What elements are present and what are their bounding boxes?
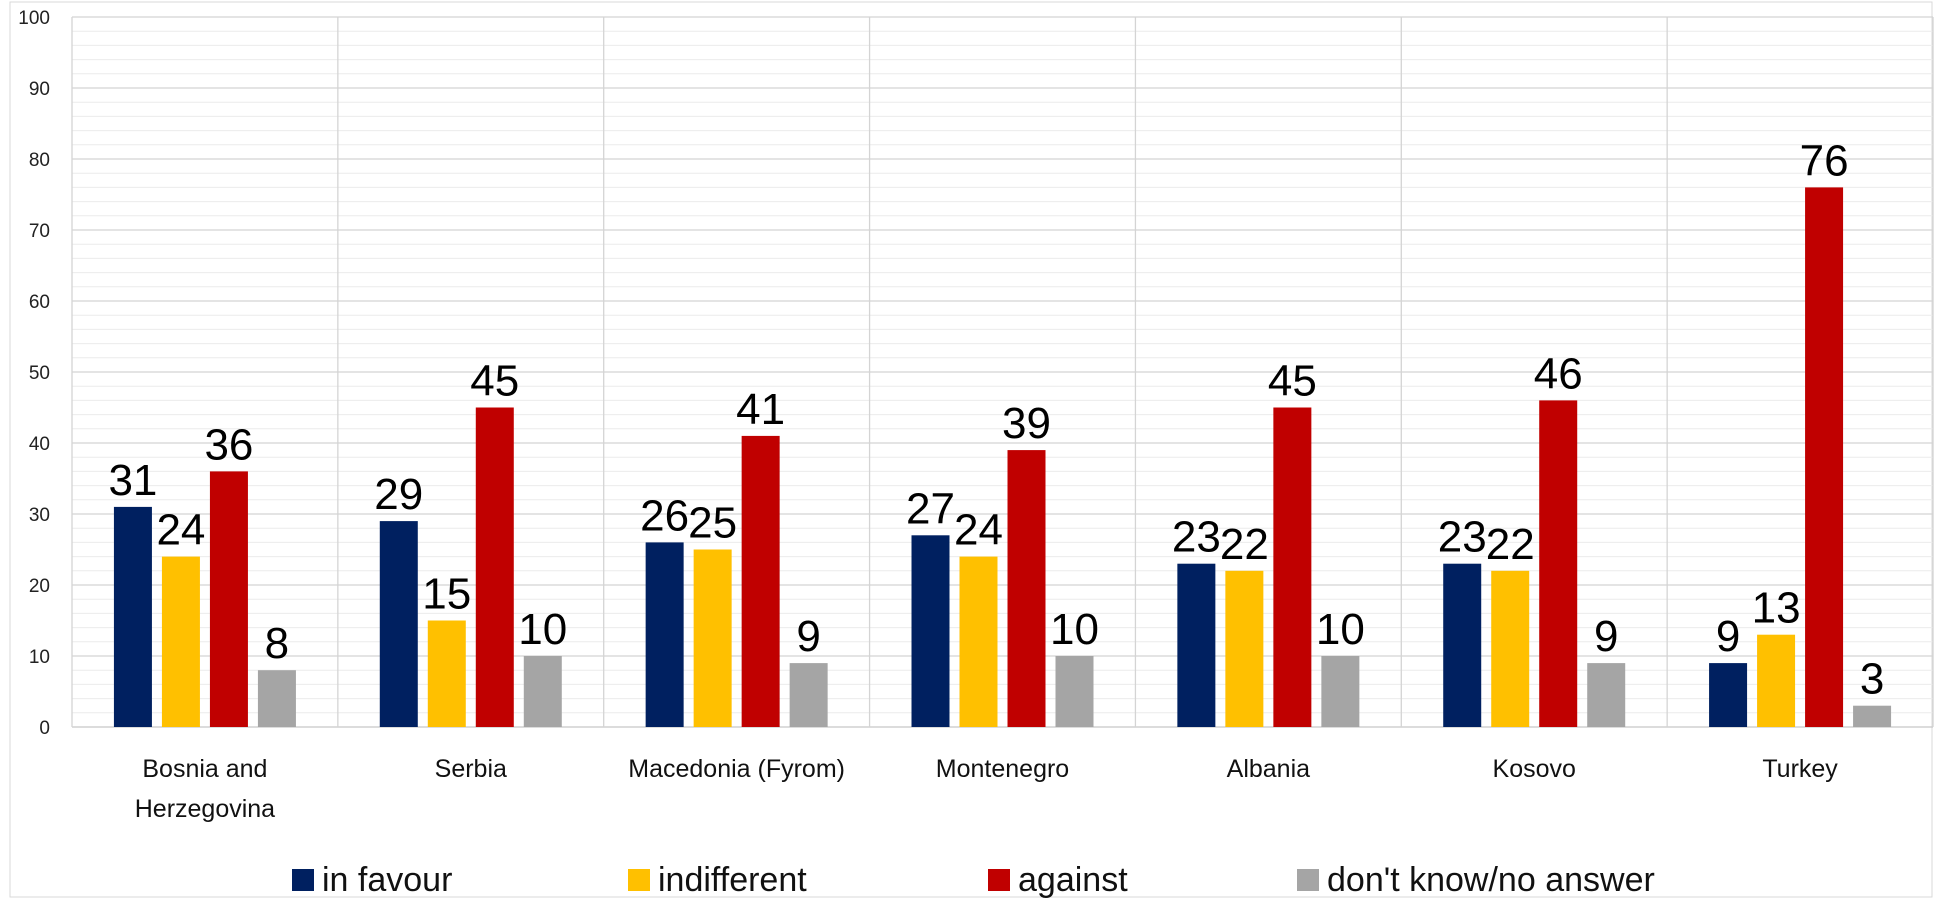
bar bbox=[1007, 450, 1046, 727]
bar bbox=[1491, 570, 1530, 727]
y-tick-label: 0 bbox=[39, 718, 50, 739]
y-axis: 0 10 20 30 40 50 60 70 80 90 100 bbox=[18, 8, 50, 739]
y-tick-label: 40 bbox=[29, 434, 50, 455]
bar bbox=[1709, 663, 1748, 727]
legend-swatch bbox=[292, 869, 314, 891]
data-label: 23 bbox=[1172, 513, 1221, 562]
data-label: 8 bbox=[265, 619, 289, 668]
y-tick-label: 50 bbox=[29, 363, 50, 384]
data-label: 36 bbox=[204, 420, 253, 469]
bar bbox=[959, 556, 998, 727]
bar bbox=[209, 471, 248, 727]
x-tick-label: Serbia bbox=[435, 755, 507, 783]
bar bbox=[1757, 634, 1796, 727]
chart-frame bbox=[9, 1, 1933, 898]
x-tick-label: Montenegro bbox=[936, 755, 1069, 783]
legend-item: in favour bbox=[292, 861, 452, 899]
data-label: 9 bbox=[796, 612, 820, 661]
data-label: 45 bbox=[1268, 357, 1317, 406]
data-label: 9 bbox=[1594, 612, 1618, 661]
bar bbox=[1177, 563, 1216, 727]
legend-swatch bbox=[628, 869, 650, 891]
bar bbox=[379, 521, 418, 727]
data-label: 13 bbox=[1752, 584, 1801, 633]
bar bbox=[257, 670, 296, 727]
bar bbox=[911, 535, 950, 727]
bar bbox=[1225, 570, 1264, 727]
y-tick-label: 80 bbox=[29, 150, 50, 171]
data-label: 41 bbox=[736, 385, 785, 434]
data-label: 3 bbox=[1860, 655, 1884, 704]
legend-item: indifferent bbox=[628, 861, 807, 899]
data-label: 29 bbox=[374, 470, 423, 519]
y-tick-label: 90 bbox=[29, 79, 50, 100]
y-tick-label: 100 bbox=[18, 8, 50, 29]
bar bbox=[1539, 400, 1578, 727]
x-tick-label: Herzegovina bbox=[135, 795, 275, 823]
y-tick-label: 30 bbox=[29, 505, 50, 526]
bar bbox=[693, 549, 732, 727]
bar bbox=[1321, 656, 1360, 727]
bar bbox=[741, 435, 780, 727]
data-label: 24 bbox=[156, 506, 205, 555]
bar bbox=[1853, 705, 1892, 727]
data-label: 45 bbox=[470, 357, 519, 406]
y-tick-label: 20 bbox=[29, 576, 50, 597]
bar bbox=[113, 506, 152, 727]
data-label: 24 bbox=[954, 506, 1003, 555]
legend-label: in favour bbox=[322, 861, 452, 899]
bar bbox=[161, 556, 200, 727]
data-label: 27 bbox=[906, 484, 955, 533]
legend-item: don't know/no answer bbox=[1297, 861, 1655, 899]
chart-border bbox=[9, 1, 1933, 898]
data-label: 23 bbox=[1438, 513, 1487, 562]
legend-item: against bbox=[988, 861, 1128, 899]
x-axis: Bosnia and Herzegovina Serbia Macedonia (Fy… bbox=[135, 755, 1839, 823]
bar bbox=[427, 620, 466, 727]
data-label: 15 bbox=[422, 570, 471, 619]
data-label: 22 bbox=[1486, 520, 1535, 569]
data-label: 10 bbox=[518, 605, 567, 654]
legend-label: against bbox=[1018, 861, 1128, 899]
y-tick-label: 60 bbox=[29, 292, 50, 313]
x-tick-label: Macedonia (Fyrom) bbox=[628, 755, 845, 783]
data-label: 10 bbox=[1316, 605, 1365, 654]
x-tick-label: Kosovo bbox=[1493, 755, 1576, 783]
bar bbox=[523, 656, 562, 727]
data-label: 39 bbox=[1002, 399, 1051, 448]
y-tick-label: 70 bbox=[29, 221, 50, 242]
data-label: 31 bbox=[108, 456, 157, 505]
bar bbox=[1805, 187, 1844, 727]
x-tick-label: Albania bbox=[1227, 755, 1310, 783]
legend-swatch bbox=[1297, 869, 1319, 891]
data-label: 9 bbox=[1716, 612, 1740, 661]
bar bbox=[645, 542, 684, 727]
data-label: 22 bbox=[1220, 520, 1269, 569]
data-label: 76 bbox=[1800, 136, 1849, 185]
bar bbox=[1443, 563, 1482, 727]
x-tick-label: Turkey bbox=[1762, 755, 1838, 783]
bar bbox=[789, 663, 828, 727]
bars bbox=[113, 187, 1892, 727]
x-tick-label: Bosnia and bbox=[142, 755, 267, 783]
legend: in favour indifferent against don't know/no… bbox=[292, 861, 1655, 899]
bar bbox=[1587, 663, 1626, 727]
bar bbox=[1273, 407, 1312, 727]
data-label: 26 bbox=[640, 491, 689, 540]
bar bbox=[1055, 656, 1094, 727]
data-label: 25 bbox=[688, 499, 737, 548]
legend-label: don't know/no answer bbox=[1327, 861, 1655, 899]
data-label: 10 bbox=[1050, 605, 1099, 654]
legend-swatch bbox=[988, 869, 1010, 891]
gridlines bbox=[71, 16, 1934, 728]
data-label: 46 bbox=[1534, 349, 1583, 398]
y-tick-label: 10 bbox=[29, 647, 50, 668]
bar bbox=[475, 407, 514, 727]
legend-label: indifferent bbox=[658, 861, 807, 899]
